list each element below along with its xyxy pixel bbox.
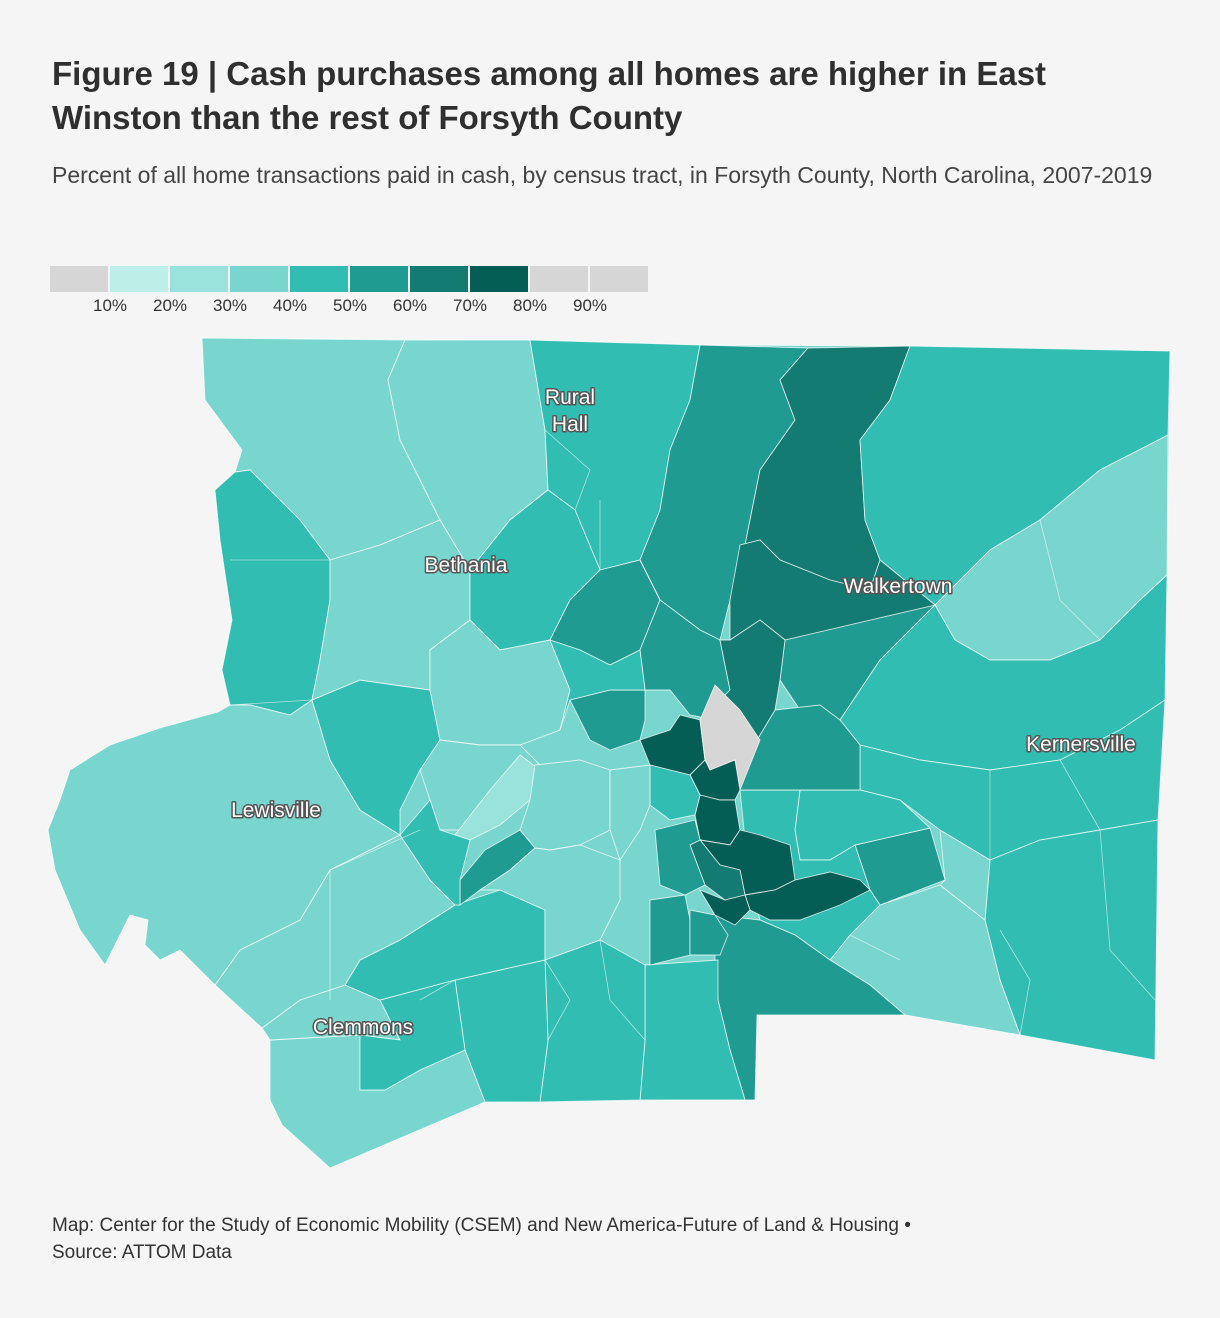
place-label-walkertown: Walkertown (844, 575, 953, 598)
place-label-lewisville: Lewisville (231, 799, 321, 822)
legend-swatches (50, 266, 650, 292)
tract-dt-6 (744, 871, 871, 921)
legend-tick-80: 80% (512, 296, 548, 315)
legend-swatch-80-90 (530, 266, 588, 292)
legend-swatch-70-80 (470, 266, 528, 292)
legend-swatch-0-10 (50, 266, 108, 292)
chart-title: Figure 19 | Cash purchases among all hom… (52, 55, 1047, 136)
tract-dt-7 (689, 839, 746, 901)
legend-tick-70: 70% (452, 296, 488, 315)
legend-ticks: 10% 20% 30% 40% 50% 60% 70% 80% 90% (50, 296, 650, 318)
legend-swatch-90-100 (590, 266, 648, 292)
legend-tick-40: 40% (272, 296, 308, 315)
legend-swatch-20-30 (170, 266, 228, 292)
tract-dt-west-pale (609, 764, 651, 862)
legend-swatch-30-40 (230, 266, 288, 292)
legend-swatch-40-50 (290, 266, 348, 292)
tract-west-inner-3 (519, 759, 611, 851)
legend-tick-30: 30% (212, 296, 248, 315)
tract-dt-pale (649, 764, 701, 821)
place-label-rural-2: Hall (552, 413, 588, 436)
tract-west-inner-2 (399, 799, 471, 906)
tract-south-2 (539, 939, 646, 1103)
tract-boundary-lines (229, 429, 1156, 1041)
tract-lewisville (47, 699, 401, 986)
footer: Map: Center for the Study of Economic Mo… (52, 1212, 1182, 1266)
legend-swatch-10-20 (110, 266, 168, 292)
color-legend: 10% 20% 30% 40% 50% 60% 70% 80% 90% (50, 266, 650, 326)
tract-dt-bright-2 (649, 894, 691, 966)
legend-tick-20: 20% (152, 296, 188, 315)
legend-tick-60: 60% (392, 296, 428, 315)
place-label-bethania: Bethania (425, 554, 508, 577)
place-label-clemmons: Clemmons (313, 1016, 413, 1039)
place-label-rural-1: Rural (545, 386, 595, 409)
legend-tick-10: 10% (92, 296, 128, 315)
legend-tick-90: 90% (572, 296, 608, 315)
tract-east-near (939, 829, 991, 921)
tract-dt-bright-3 (689, 909, 729, 956)
tract-clemmons-e (359, 979, 466, 1091)
tract-dt-bright-1 (654, 819, 706, 896)
place-label-kernersville: Kernersville (1026, 733, 1136, 756)
legend-tick-50: 50% (332, 296, 368, 315)
tract-dt-4 (694, 794, 741, 846)
county-map: Rural Hall Bethania Walkertown Kernersvi… (47, 337, 1171, 1169)
tract-north-pale-1 (549, 639, 646, 731)
legend-swatch-50-60 (350, 266, 408, 292)
tract-south-west-inner (478, 844, 621, 961)
legend-swatch-60-70 (410, 266, 468, 292)
footer-credit: Map: Center for the Study of Economic Mo… (52, 1215, 911, 1236)
chart-subtitle: Percent of all home transactions paid in… (52, 162, 1153, 188)
footer-source: Source: ATTOM Data (52, 1242, 232, 1263)
